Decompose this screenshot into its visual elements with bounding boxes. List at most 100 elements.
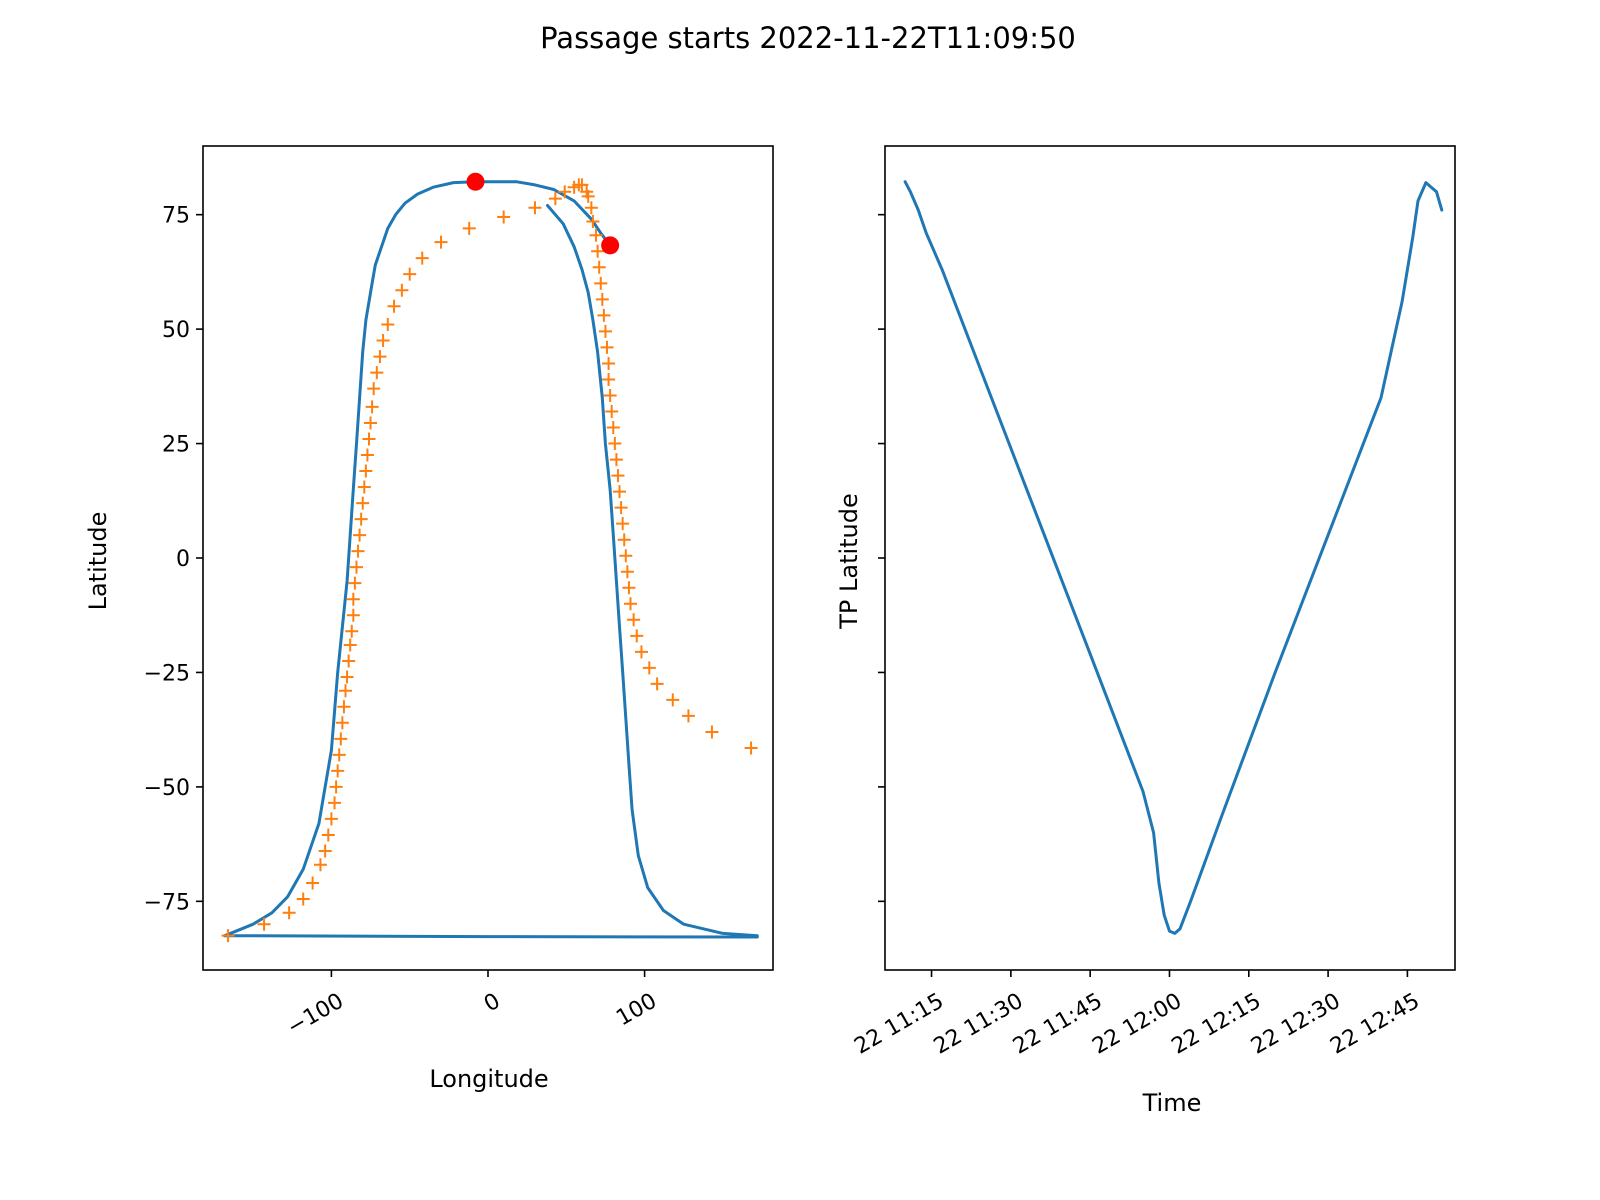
track-point-marker: [705, 725, 719, 739]
track-point-marker: [321, 828, 335, 842]
track-point-marker: [603, 388, 617, 402]
track-point-marker: [589, 228, 603, 242]
track-point-marker: [620, 565, 634, 579]
track-point-marker: [608, 437, 622, 451]
y-tick-label: −75: [144, 890, 190, 915]
track-point-marker: [346, 608, 360, 622]
series-line: [903, 180, 1444, 935]
y-tick-label: −50: [144, 776, 190, 801]
track-point-marker: [282, 906, 296, 920]
plot-frame: [884, 145, 1456, 971]
track-point-marker: [609, 453, 623, 467]
track-point-marker: [339, 684, 352, 698]
y-tick-label: 50: [162, 318, 190, 343]
track-point-marker: [351, 544, 365, 558]
track-point-marker: [328, 796, 342, 810]
track-point-marker: [365, 400, 379, 414]
track-point-marker: [558, 185, 572, 199]
track-point-marker: [335, 716, 349, 730]
x-axis-label: Time: [1142, 1089, 1202, 1117]
track-point-marker: [362, 432, 376, 446]
track-point-marker: [600, 340, 614, 354]
plot-frame: [202, 145, 774, 971]
track-point-marker: [602, 356, 616, 370]
track-point-marker: [606, 421, 620, 435]
track-point-marker: [624, 597, 637, 611]
track-point-marker: [592, 260, 606, 274]
x-tick-label: 100: [612, 989, 661, 1032]
highlight-point: [466, 172, 485, 191]
track-point-marker: [318, 844, 332, 858]
track-point-marker: [356, 496, 370, 510]
track-point-marker: [616, 517, 630, 531]
track-point-marker: [367, 382, 381, 396]
track-point-marker: [345, 624, 359, 638]
track-point-marker: [387, 299, 401, 313]
x-tick-label: 22 12:45: [1326, 989, 1424, 1060]
track-point-marker: [334, 732, 348, 746]
series-line: [223, 180, 612, 938]
x-tick-label: 22 12:30: [1247, 989, 1345, 1060]
track-point-marker: [548, 192, 562, 206]
track-point-marker: [360, 448, 374, 462]
track-point-marker: [650, 677, 664, 691]
track-point-marker: [528, 201, 542, 215]
track-point-marker: [313, 858, 327, 872]
track-point-marker: [346, 592, 360, 606]
tp-latitude-series-group: [903, 180, 1444, 935]
track-series-group: [221, 172, 759, 943]
track-point-marker: [403, 267, 417, 281]
track-point-marker: [619, 549, 633, 563]
track-point-marker: [634, 645, 648, 659]
y-axis-label: Latitude: [84, 512, 112, 611]
track-point-marker: [373, 350, 387, 364]
x-tick-label: 22 11:45: [1009, 989, 1107, 1060]
x-axis-label: Longitude: [429, 1065, 548, 1093]
track-point-marker: [744, 741, 758, 755]
y-tick-label: 25: [162, 433, 190, 458]
track-point-marker: [353, 528, 367, 542]
track-point-marker: [497, 210, 511, 224]
track-point-marker: [602, 372, 616, 386]
series-line: [223, 934, 759, 939]
track-point-marker: [329, 780, 343, 794]
x-tick-label: 22 12:15: [1168, 989, 1266, 1060]
track-point-marker: [614, 501, 628, 515]
track-point-marker: [630, 629, 644, 643]
track-point-marker: [221, 929, 235, 943]
x-tick-label: −100: [283, 989, 348, 1041]
track-point-marker: [376, 334, 390, 348]
track-point-marker: [613, 485, 627, 499]
track-point-marker: [395, 283, 409, 297]
track-point-marker: [681, 709, 695, 723]
track-point-marker: [584, 201, 598, 215]
y-tick-label: −25: [144, 661, 190, 686]
track-point-marker: [666, 693, 680, 707]
track-point-marker: [364, 416, 378, 430]
figure-title: Passage starts 2022-11-22T11:09:50: [540, 21, 1076, 55]
track-point-marker: [586, 215, 600, 229]
track-point-marker: [434, 235, 448, 249]
track-point-marker: [349, 560, 363, 574]
y-tick-label: 75: [162, 204, 190, 229]
x-tick-label: 0: [480, 989, 505, 1018]
track-point-marker: [370, 366, 384, 380]
track-point-marker: [381, 318, 395, 332]
track-point-marker: [340, 670, 354, 684]
track-point-marker: [605, 405, 619, 419]
track-point-marker: [359, 464, 373, 478]
track-point-marker: [354, 512, 368, 526]
x-tick-label: 22 11:30: [930, 989, 1028, 1060]
x-tick-label: 22 12:00: [1088, 989, 1186, 1060]
track-point-marker: [342, 654, 356, 668]
track-point-marker: [617, 533, 631, 547]
track-point-marker: [348, 576, 362, 590]
track-point-marker: [296, 892, 310, 906]
x-tick-label: 22 11:15: [850, 989, 948, 1060]
track-point-marker: [575, 178, 589, 192]
track-point-marker: [595, 292, 609, 306]
track-point-marker: [462, 221, 476, 235]
